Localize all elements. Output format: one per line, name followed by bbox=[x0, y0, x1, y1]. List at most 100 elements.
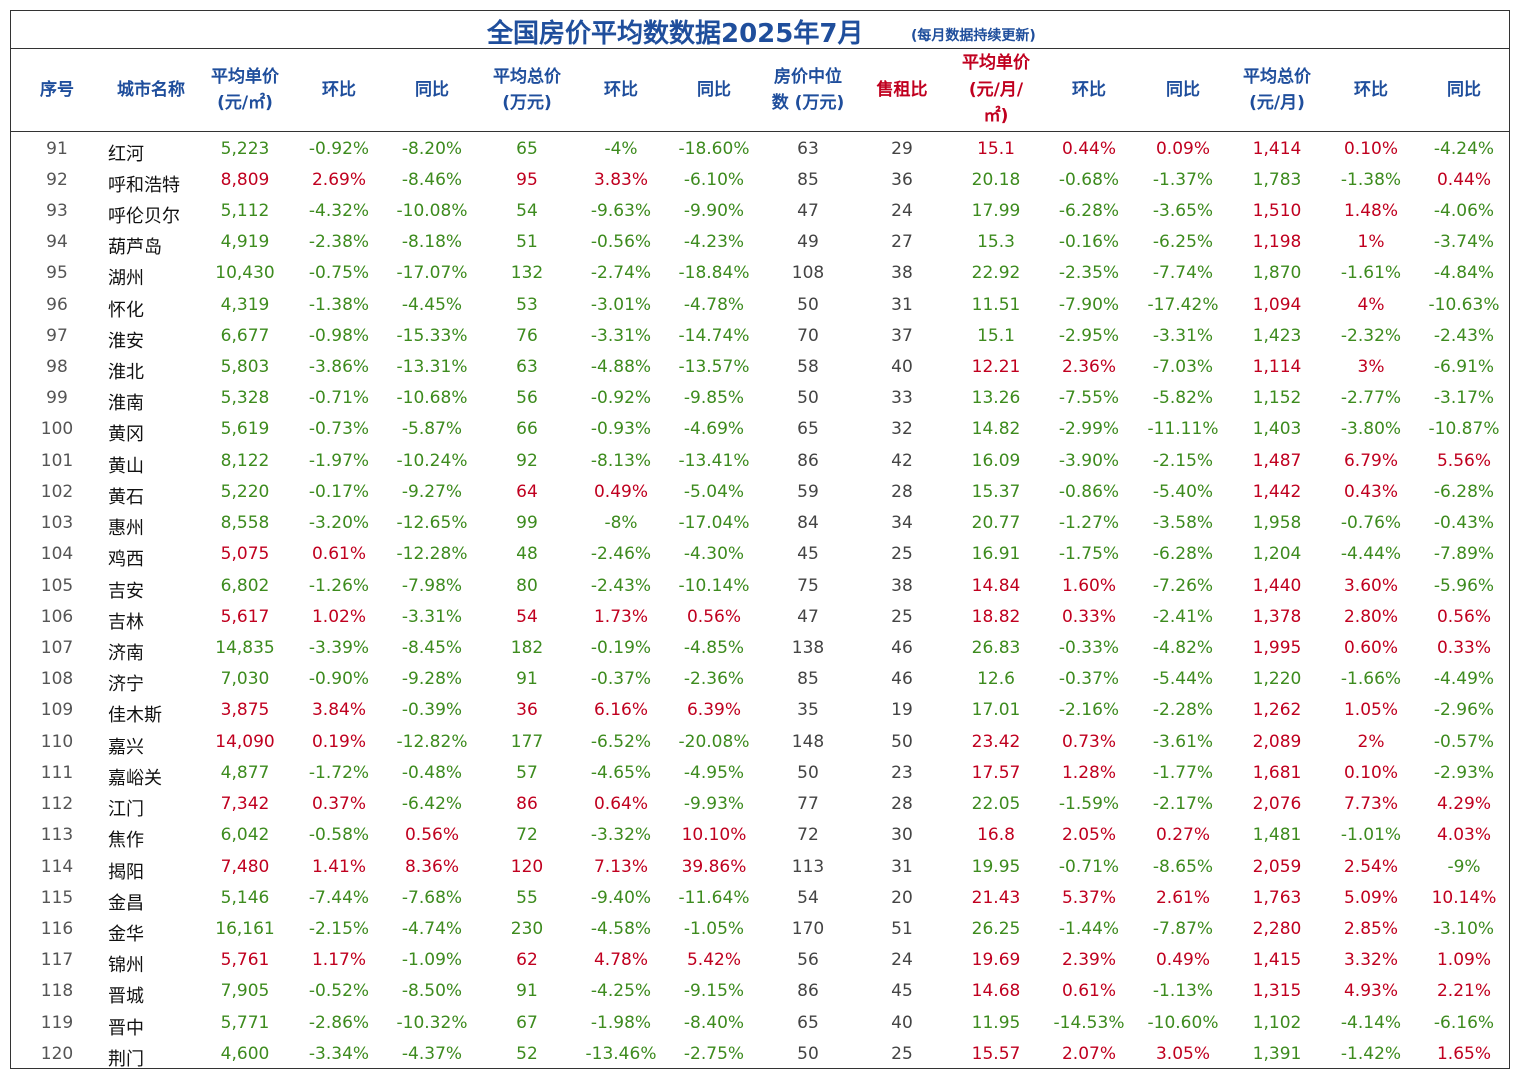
table-cell: -13.46% bbox=[585, 1043, 657, 1064]
table-cell: 6.79% bbox=[1343, 450, 1398, 471]
table-cell: 1.02% bbox=[311, 606, 366, 627]
table-cell: -4.88% bbox=[590, 357, 652, 378]
table-cell: 0.27% bbox=[1155, 825, 1210, 846]
column-header-line: 环比 bbox=[1072, 79, 1106, 100]
table-cell: -4.65% bbox=[590, 762, 652, 783]
table-cell: -12.28% bbox=[396, 544, 468, 565]
column-header-line: 平均单价 bbox=[211, 66, 279, 87]
table-cell: -2.86% bbox=[308, 1012, 370, 1033]
table-cell: 7,030 bbox=[220, 669, 270, 690]
table-cell: 10.14% bbox=[1431, 887, 1497, 908]
table-cell: 72 bbox=[516, 825, 538, 846]
table-cell: -14.53% bbox=[1053, 1012, 1125, 1033]
table-cell: 0.10% bbox=[1343, 138, 1398, 159]
table-cell: 182 bbox=[510, 638, 544, 659]
city-name: 济南 bbox=[108, 643, 144, 665]
table-cell: -3.39% bbox=[308, 638, 370, 659]
table-cell: -0.93% bbox=[590, 419, 652, 440]
table-cell: -2.28% bbox=[1152, 700, 1214, 721]
table-cell: 14.84 bbox=[971, 575, 1021, 596]
table-cell: 1.17% bbox=[311, 950, 366, 971]
table-cell: 230 bbox=[510, 919, 544, 939]
table-cell: 45 bbox=[891, 981, 913, 1002]
table-cell: 4.29% bbox=[1436, 794, 1491, 815]
table-cell: -12.65% bbox=[396, 513, 468, 534]
table-cell: 29 bbox=[891, 138, 913, 159]
table-cell: 8,809 bbox=[220, 169, 270, 190]
table-cell: 0.49% bbox=[593, 481, 648, 502]
city-name: 晋城 bbox=[108, 986, 144, 1008]
table-cell: 8.36% bbox=[404, 856, 459, 877]
table-cell: -8.13% bbox=[590, 450, 652, 471]
table-cell: -10.32% bbox=[396, 1012, 468, 1033]
table-cell: 23.42 bbox=[971, 731, 1021, 752]
table-cell: -7.87% bbox=[1152, 919, 1214, 939]
table-cell: 6.16% bbox=[593, 700, 648, 721]
table-cell: 15.1 bbox=[977, 325, 1015, 346]
table-cell: 23 bbox=[891, 762, 913, 783]
table-cell: 2.05% bbox=[1061, 825, 1116, 846]
table-cell: 19 bbox=[891, 700, 913, 721]
table-cell: -1.38% bbox=[1340, 169, 1402, 190]
column-header-line: (元/月/ bbox=[968, 79, 1024, 100]
table-cell: -0.86% bbox=[1058, 481, 1120, 502]
row-index: 93 bbox=[46, 200, 68, 221]
column-header-line: 售租比 bbox=[876, 79, 928, 100]
table-cell: 1,198 bbox=[1252, 232, 1302, 253]
table-row: 120 荆门 4,600 -3.34% -4.37% 52 -13.46% -2.75% 50 2… bbox=[11, 1038, 1509, 1070]
table-cell: -1.59% bbox=[1058, 794, 1120, 815]
table-cell: 16,161 bbox=[215, 919, 275, 939]
table-cell: -3.20% bbox=[308, 513, 370, 534]
table-row: 96 怀化 4,319 -1.38% -4.45% 53 -3.01% -4.78% 50 31 1… bbox=[11, 289, 1509, 321]
column-header-2: 平均单价 (元/㎡) bbox=[199, 49, 291, 131]
table-cell: -13.31% bbox=[396, 357, 468, 378]
table-cell: -3.65% bbox=[1152, 200, 1214, 221]
city-name: 江门 bbox=[108, 799, 144, 821]
row-index: 105 bbox=[40, 575, 74, 596]
table-cell: -2.36% bbox=[683, 669, 745, 690]
table-cell: -10.68% bbox=[396, 388, 468, 409]
table-cell: 85 bbox=[797, 169, 819, 190]
table-cell: -8% bbox=[604, 513, 638, 534]
table-cell: 34 bbox=[891, 513, 913, 534]
city-name: 晋中 bbox=[108, 1017, 144, 1039]
table-cell: -1.98% bbox=[590, 1012, 652, 1033]
table-cell: 2.07% bbox=[1061, 1043, 1116, 1064]
table-cell: -1.61% bbox=[1340, 263, 1402, 284]
city-name: 黄冈 bbox=[108, 424, 144, 446]
table-cell: 51 bbox=[516, 232, 538, 253]
table-cell: 59 bbox=[797, 481, 819, 502]
table-cell: 54 bbox=[516, 200, 538, 221]
table-cell: 25 bbox=[891, 1043, 913, 1064]
table-cell: -3.34% bbox=[308, 1043, 370, 1064]
table-row: 101 黄山 8,122 -1.97% -10.24% 92 -8.13% -13.41% 86… bbox=[11, 445, 1509, 477]
column-header-line: (元/㎡) bbox=[217, 93, 273, 113]
table-cell: 1,378 bbox=[1252, 606, 1302, 627]
table-cell: 6.39% bbox=[686, 700, 741, 721]
city-name: 湖州 bbox=[108, 268, 144, 290]
table-cell: 2.85% bbox=[1343, 919, 1398, 939]
column-header-line: 环比 bbox=[1354, 79, 1388, 100]
table-cell: 2,059 bbox=[1252, 856, 1302, 877]
table-cell: 5.42% bbox=[686, 950, 741, 971]
table-row: 108 济宁 7,030 -0.90% -9.28% 91 -0.37% -2.36% 85 46… bbox=[11, 664, 1509, 695]
row-index: 110 bbox=[40, 731, 74, 752]
table-cell: 1.05% bbox=[1343, 700, 1398, 721]
table-cell: -1.13% bbox=[1152, 981, 1214, 1002]
city-name: 焦作 bbox=[108, 830, 144, 852]
table-cell: 0.44% bbox=[1436, 169, 1491, 190]
row-index: 103 bbox=[40, 513, 74, 534]
table-cell: 12.21 bbox=[971, 357, 1021, 378]
table-cell: -3.10% bbox=[1433, 919, 1495, 939]
table-cell: 0.61% bbox=[311, 544, 366, 565]
table-cell: 15.1 bbox=[977, 138, 1015, 159]
table-cell: 1,487 bbox=[1252, 450, 1302, 471]
table-cell: -3.80% bbox=[1340, 419, 1402, 440]
city-name: 惠州 bbox=[108, 518, 144, 540]
table-row: 92 呼和浩特 8,809 2.69% -8.46% 95 3.83% -6.10% 85 36 2… bbox=[11, 164, 1509, 196]
table-cell: 3.05% bbox=[1155, 1043, 1210, 1064]
city-name: 呼和浩特 bbox=[108, 174, 180, 196]
table-cell: 138 bbox=[791, 638, 825, 659]
table-cell: 40 bbox=[891, 357, 913, 378]
table-cell: 22.92 bbox=[971, 263, 1021, 284]
